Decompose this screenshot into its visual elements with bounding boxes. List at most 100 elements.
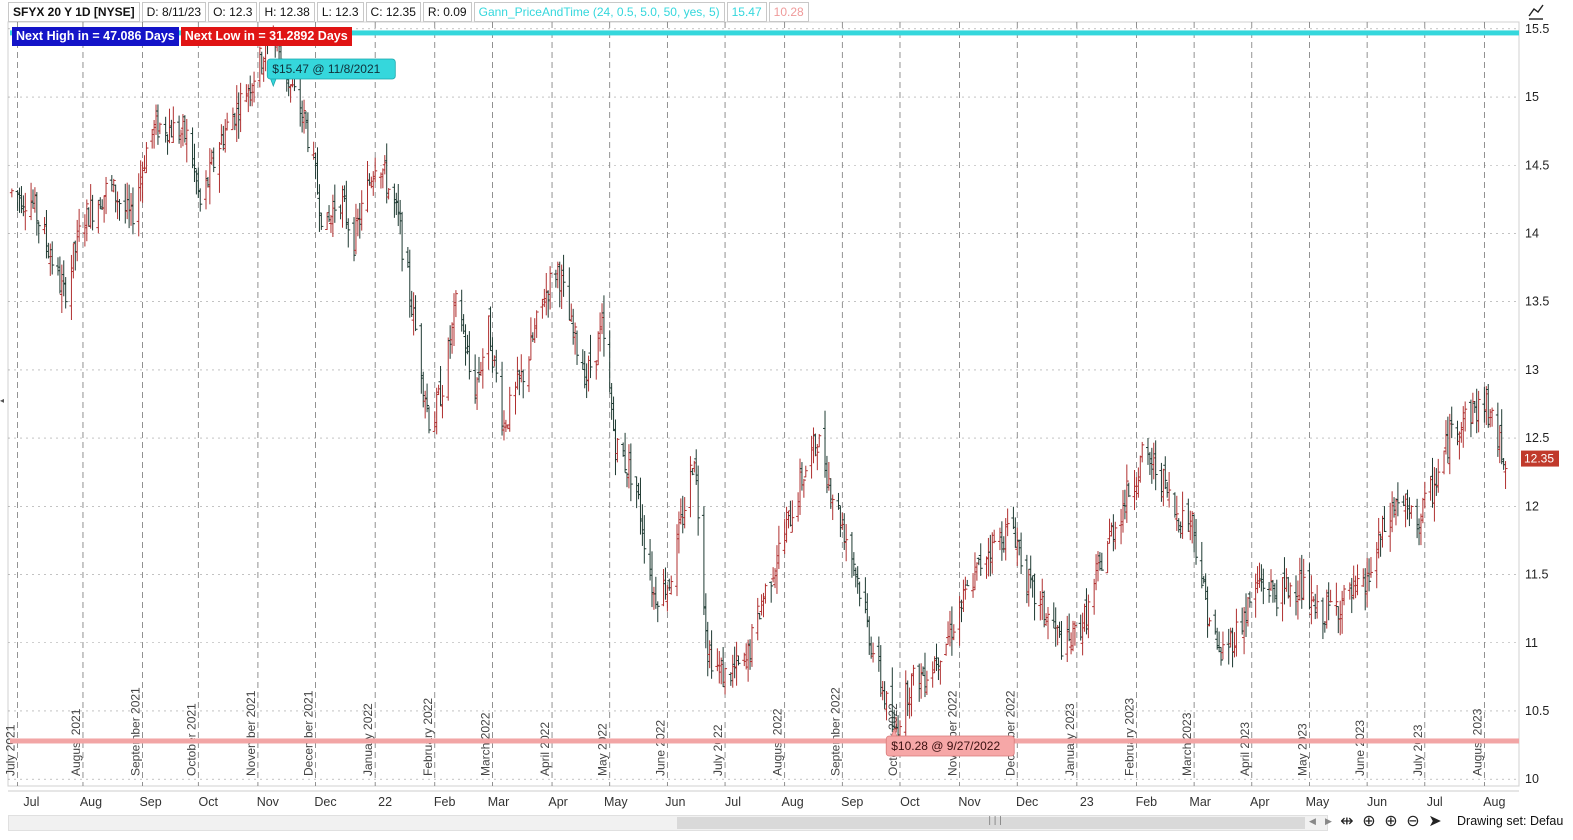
ohlc-bar (1028, 555, 1033, 589)
gann-high-callout-label: $15.47 @ 11/8/2021 (272, 62, 380, 76)
study-low-value: 10.28 (768, 2, 809, 22)
ohlc-bar (830, 494, 835, 521)
ohlc-bar (9, 188, 14, 198)
ohlc-bar (621, 442, 626, 457)
scroll-next-icon[interactable]: ▶ (1325, 817, 1332, 827)
ohlc-bar (1259, 564, 1264, 592)
ohlc-bar (757, 612, 762, 620)
ohlc-bar (344, 180, 349, 230)
ohlc-bar (1065, 615, 1070, 663)
ohlc-bar (136, 173, 141, 237)
ohlc-bar (992, 529, 997, 544)
ohlc-bar (42, 217, 47, 235)
zoom-in-icon[interactable]: ⊕ (1384, 811, 1398, 830)
ohlc-bar (1272, 583, 1277, 603)
ohlc-bar (1220, 631, 1225, 660)
ohlc-bar (261, 56, 266, 82)
x-tick-label: Jul (23, 795, 39, 809)
zoom-out-icon[interactable]: ⊖ (1406, 811, 1420, 830)
ohlc-bar (1288, 582, 1293, 607)
ohlc-bar (1436, 458, 1441, 493)
cursor-arrow-icon[interactable]: ➤ (1428, 811, 1442, 830)
ohlc-bar (1355, 564, 1360, 596)
period-label: December 2022 (1003, 690, 1017, 776)
ohlc-bar (77, 208, 82, 242)
x-tick-label: Aug (782, 795, 804, 809)
chart-style-icon[interactable] (1527, 3, 1545, 21)
scrollbar-thumb[interactable]: ||| (677, 816, 1305, 829)
ohlc-bar (1011, 506, 1016, 530)
ohlc-bar (682, 497, 687, 529)
ohlc-bar (1201, 575, 1206, 584)
ohlc-bar (380, 168, 385, 189)
ohlc-bar (1294, 575, 1299, 616)
ohlc-bar (744, 643, 749, 670)
y-tick-label: 15.5 (1525, 22, 1549, 36)
ohlc-bar (1069, 632, 1074, 655)
ohlc-bar (130, 187, 135, 235)
ohlc-bar (865, 593, 870, 628)
symbol-label[interactable]: SFYX 20 Y 1D [NYSE] (8, 2, 140, 22)
ohlc-bar (1457, 431, 1462, 460)
ohlc-bar (57, 256, 62, 294)
ohlc-bar (205, 176, 210, 188)
ohlc-bar (607, 330, 612, 393)
ohlc-bar (465, 334, 470, 355)
horizontal-scrollbar[interactable]: ||| (8, 815, 1328, 831)
ohlc-bar (513, 381, 518, 415)
ohlc-bar (353, 203, 358, 255)
drag-bars-icon[interactable]: ⇹ (1340, 811, 1354, 830)
y-tick-label: 13 (1525, 363, 1539, 377)
ohlc-bar (947, 610, 952, 647)
ohlc-bar (517, 369, 522, 396)
ohlc-bar (1347, 582, 1352, 600)
ohlc-bar (396, 184, 401, 227)
ohlc-bar (1417, 518, 1422, 546)
ohlc-bar (990, 532, 995, 574)
ohlc-bar (461, 314, 466, 335)
ohlc-bar (480, 348, 485, 389)
ohlc-bar (411, 292, 416, 336)
ohlc-bar (694, 449, 699, 485)
crosshair-icon[interactable]: ⊕ (1362, 811, 1376, 830)
scroll-prev-icon[interactable]: ◀ (1309, 817, 1316, 827)
ohlc-bar (184, 118, 189, 163)
ohlc-bar (23, 192, 28, 231)
ohlc-bar (1030, 575, 1035, 598)
period-label: December 2021 (302, 690, 316, 776)
ohlc-bar (1099, 552, 1104, 571)
ohlc-bar (305, 112, 310, 153)
ohlc-bar (1286, 576, 1291, 599)
ohlc-bar (1342, 584, 1347, 606)
ohlc-bar (922, 652, 927, 698)
chart-tools: ⇹ ⊕ ⊕ ⊖ ➤ (1338, 811, 1444, 830)
ohlc-bar (1315, 584, 1320, 619)
ohlc-bar (48, 243, 53, 276)
ohlc-bar (1415, 498, 1420, 539)
ohlc-bar (219, 124, 224, 145)
ohlc-bar (1284, 568, 1289, 592)
ohlc-bar (1217, 631, 1222, 653)
ohlc-bar (34, 192, 39, 236)
drawing-set-label[interactable]: Drawing set: Defau (1457, 814, 1564, 828)
period-label: July 2022 (711, 724, 725, 776)
ohlc-bar (50, 241, 55, 275)
ohlc-bar (407, 249, 412, 318)
period-label: May 2023 (1295, 723, 1309, 776)
study-label[interactable]: Gann_PriceAndTime (24, 0.5, 5.0, 50, yes… (473, 2, 725, 22)
ohlc-bar (1301, 558, 1306, 601)
ohlc-bar (63, 277, 68, 309)
y-tick-label: 12.5 (1525, 431, 1549, 445)
ohlc-bar (1365, 557, 1370, 608)
ohlc-bar (1026, 568, 1031, 607)
x-tick-label: Feb (1136, 795, 1158, 809)
ohlc-bar (413, 295, 418, 332)
ohlc-bar (169, 119, 174, 138)
x-tick-label: Jun (1367, 795, 1387, 809)
x-tick-label: Jun (665, 795, 685, 809)
ohlc-bar (542, 288, 547, 308)
ohlc-bar (225, 112, 230, 131)
ohlc-bar (986, 537, 991, 577)
ohlc-bar (978, 543, 983, 576)
